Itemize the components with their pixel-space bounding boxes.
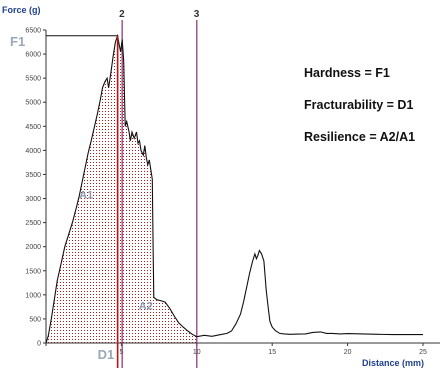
x-axis-label: Distance (mm) [362, 358, 424, 368]
areas-layer [46, 35, 197, 344]
annotation-hardness: Hardness = F1 [304, 66, 390, 80]
y-tick-label: 500 [29, 316, 41, 323]
x-tick-label: 25 [419, 349, 427, 356]
peak-label-f1: F1 [10, 34, 25, 49]
y-axis-label: Force (g) [2, 5, 41, 15]
marker-number-3: 3 [194, 9, 200, 20]
y-tick-label: 4000 [25, 148, 41, 155]
y-tick-label: 6500 [25, 28, 41, 35]
annotation-resilience: Resilience = A2/A1 [304, 130, 415, 144]
y-ticks-layer: 0 500 1000 1500 2000 2500 3000 3500 4000 4500 5000… [25, 28, 46, 348]
force-curve-series [45, 33, 423, 344]
x-tick-label: 15 [268, 349, 276, 356]
peak-layer: F1 [10, 34, 119, 368]
region-labels-layer: A1 A2 D1 [79, 190, 153, 362]
area-a2-fill [117, 35, 197, 344]
axes-layer [45, 30, 440, 344]
y-tick-label: 4500 [25, 124, 41, 131]
distance-label-d1: D1 [98, 347, 115, 362]
x-tick-label: 20 [344, 349, 352, 356]
y-tick-label: 1000 [25, 292, 41, 299]
annotation-group: Hardness = F1 Fracturability = D1 Resili… [304, 66, 415, 144]
area-a1-fill [46, 35, 118, 344]
y-tick-label: 3500 [25, 172, 41, 179]
x-tick-label: 5 [119, 349, 123, 356]
y-tick-label: 2500 [25, 220, 41, 227]
area-label-a1: A1 [79, 190, 93, 202]
y-tick-label: 5000 [25, 100, 41, 107]
marker-number-2: 2 [119, 9, 125, 20]
area-label-a2: A2 [139, 300, 153, 312]
y-tick-label: 3000 [25, 196, 41, 203]
y-tick-label: 0 [37, 341, 41, 348]
y-tick-label: 1500 [25, 268, 41, 275]
y-tick-label: 5500 [25, 76, 41, 83]
y-tick-label: 6000 [25, 52, 41, 59]
y-tick-label: 2000 [25, 244, 41, 251]
annotation-fracturability: Fracturability = D1 [304, 98, 413, 112]
